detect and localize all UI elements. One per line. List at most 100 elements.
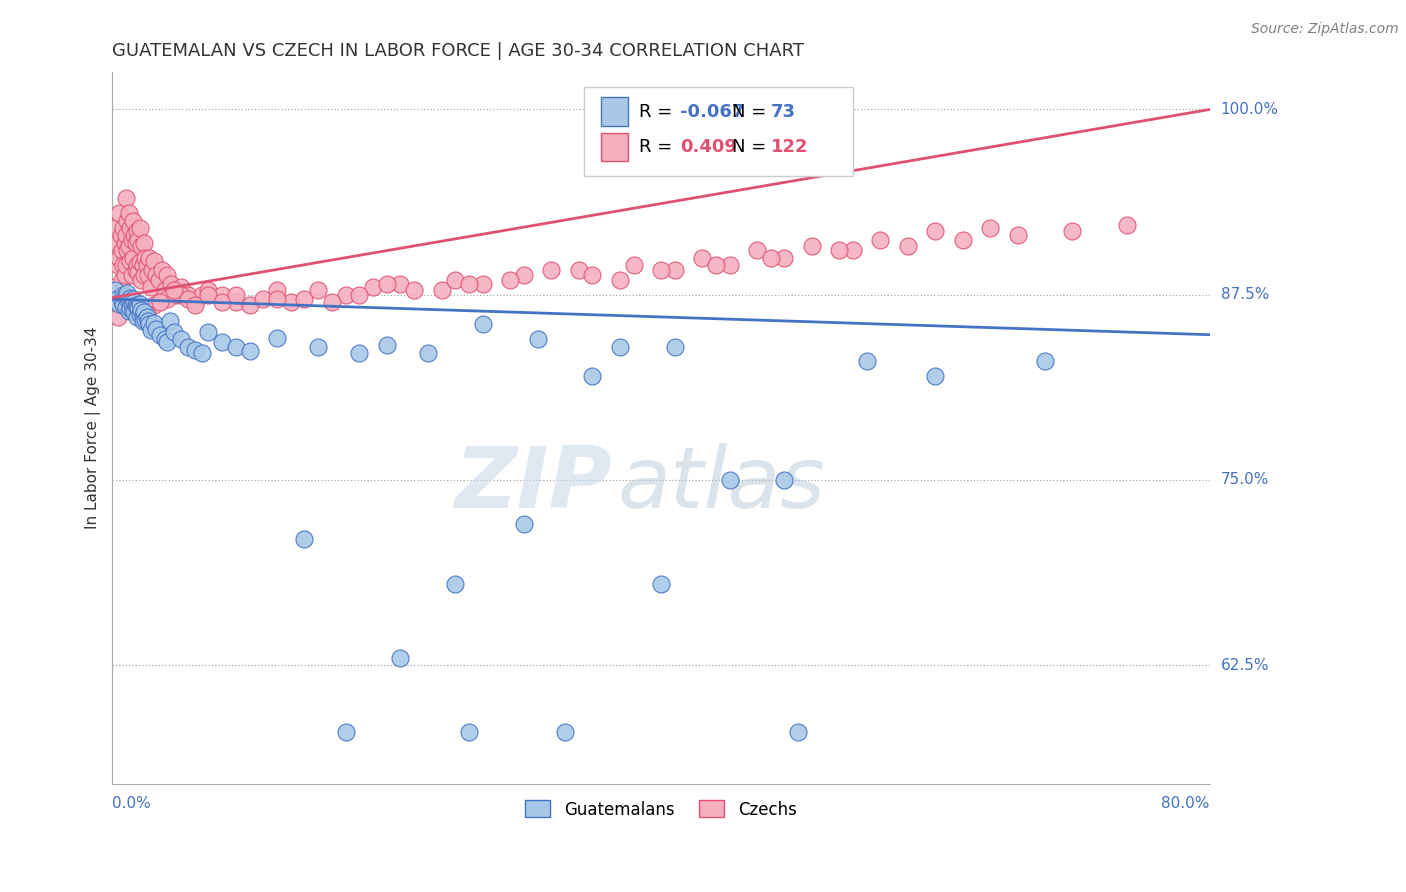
Point [132, 268, 155, 283]
Point [238, 344, 260, 359]
Point [122, 213, 145, 227]
Point [121, 296, 143, 310]
Point [389, 650, 412, 665]
Point [163, 283, 186, 297]
Text: R =: R = [640, 138, 678, 156]
Point [136, 314, 159, 328]
Point [142, 298, 165, 312]
Point [307, 283, 329, 297]
Point [127, 300, 149, 314]
Point [118, 206, 141, 220]
Point [128, 255, 150, 269]
Point [105, 235, 128, 250]
Point [112, 287, 135, 301]
Point [132, 235, 155, 250]
Point [124, 305, 146, 319]
Point [499, 273, 522, 287]
Point [1116, 218, 1139, 232]
Point [197, 325, 219, 339]
Point [800, 239, 823, 253]
Text: atlas: atlas [617, 443, 825, 526]
Point [129, 273, 152, 287]
Point [114, 289, 136, 303]
Point [129, 239, 152, 253]
Point [145, 322, 167, 336]
Text: ZIP: ZIP [454, 443, 612, 526]
Point [924, 224, 946, 238]
Point [122, 251, 145, 265]
Point [568, 262, 591, 277]
Point [105, 287, 128, 301]
Point [375, 277, 398, 292]
Point [430, 283, 453, 297]
Point [131, 258, 153, 272]
Point [869, 233, 891, 247]
Point [134, 251, 156, 265]
Point [690, 251, 713, 265]
Point [897, 239, 920, 253]
Point [141, 262, 163, 277]
Point [540, 262, 562, 277]
Point [238, 298, 260, 312]
Point [211, 287, 233, 301]
Point [773, 473, 796, 487]
Point [924, 369, 946, 384]
Point [117, 244, 139, 258]
Point [170, 332, 193, 346]
Point [156, 335, 179, 350]
Point [664, 340, 686, 354]
Point [321, 295, 343, 310]
Point [138, 318, 160, 332]
Text: R =: R = [640, 103, 678, 120]
Point [118, 239, 141, 253]
Point [787, 724, 810, 739]
Point [211, 295, 233, 310]
Point [471, 318, 494, 332]
Point [125, 235, 148, 250]
Point [280, 295, 302, 310]
Point [294, 292, 316, 306]
Point [183, 298, 205, 312]
Point [307, 340, 329, 354]
Point [153, 283, 176, 297]
Point [135, 258, 157, 272]
Point [111, 244, 134, 258]
Point [128, 296, 150, 310]
Point [156, 268, 179, 283]
Point [513, 268, 536, 283]
Point [145, 268, 167, 283]
Point [190, 345, 212, 359]
Point [118, 304, 141, 318]
Text: Source: ZipAtlas.com: Source: ZipAtlas.com [1251, 22, 1399, 37]
Point [148, 273, 170, 287]
Point [110, 228, 132, 243]
Point [190, 287, 212, 301]
Point [471, 277, 494, 292]
Point [108, 251, 131, 265]
Point [745, 244, 768, 258]
Point [107, 310, 129, 324]
Point [124, 295, 146, 310]
Point [609, 340, 631, 354]
Point [124, 228, 146, 243]
Point [112, 298, 135, 312]
Point [149, 327, 172, 342]
Point [121, 268, 143, 283]
Text: N =: N = [733, 103, 772, 120]
Point [134, 313, 156, 327]
Y-axis label: In Labor Force | Age 30-34: In Labor Force | Age 30-34 [86, 326, 101, 529]
Point [842, 244, 865, 258]
Point [120, 301, 142, 315]
Point [526, 332, 548, 346]
Text: 100.0%: 100.0% [1220, 102, 1278, 117]
Point [759, 251, 782, 265]
Text: 75.0%: 75.0% [1220, 473, 1270, 487]
Point [554, 724, 576, 739]
Text: 0.409: 0.409 [679, 138, 737, 156]
Point [117, 213, 139, 227]
Point [127, 265, 149, 279]
Point [416, 345, 439, 359]
Text: 80.0%: 80.0% [1161, 796, 1209, 811]
Point [111, 293, 134, 308]
Point [128, 307, 150, 321]
